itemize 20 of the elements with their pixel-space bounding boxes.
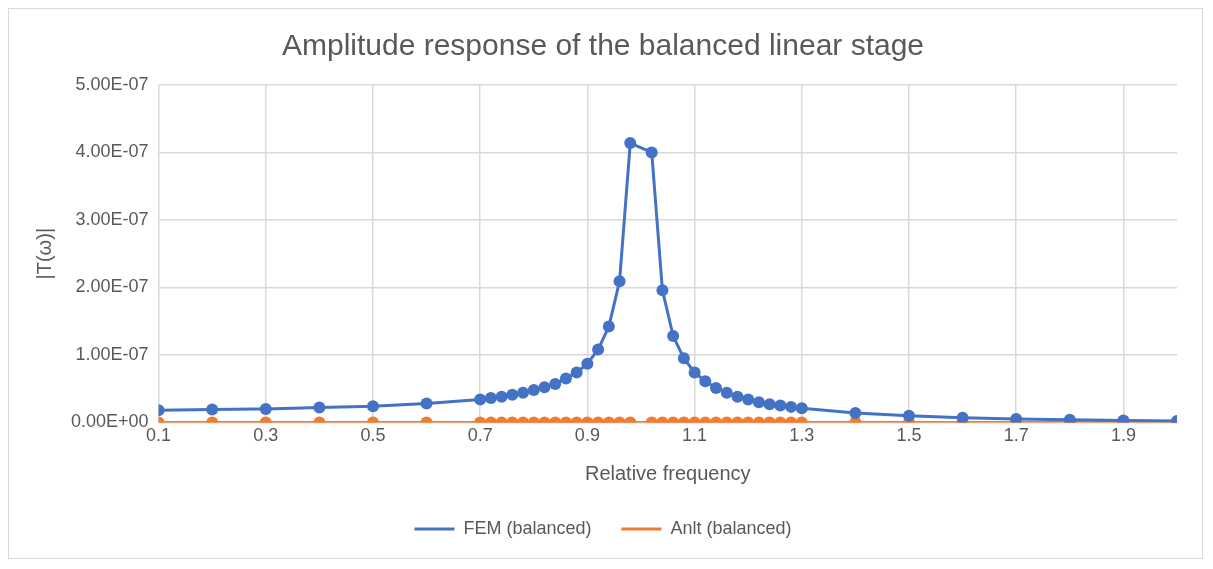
x-tick-label: 0.3 xyxy=(253,425,279,446)
x-tick-label: 1.3 xyxy=(789,425,815,446)
x-tick-label: 1.1 xyxy=(682,425,708,446)
y-tick-label: 2.00E-07 xyxy=(75,276,149,297)
x-tick-label: 1.9 xyxy=(1110,425,1136,446)
x-tick-label: 1.5 xyxy=(896,425,922,446)
y-tick-label: 1.00E-07 xyxy=(75,343,149,364)
y-tick-label: 3.00E-07 xyxy=(75,208,149,229)
x-tick-label: 0.5 xyxy=(360,425,386,446)
legend-label: FEM (balanced) xyxy=(463,517,592,538)
y-tick-label: 5.00E-07 xyxy=(75,73,149,94)
x-tick-label: 0.9 xyxy=(574,425,600,446)
y-axis-title: |T(ω)| xyxy=(32,227,55,280)
chart-title: Amplitude response of the balanced linear stage xyxy=(281,28,925,62)
x-tick-label: 0.7 xyxy=(467,425,493,446)
x-tick-label: 1.7 xyxy=(1003,425,1029,446)
legend-label: Anlt (balanced) xyxy=(670,517,792,538)
y-tick-label: 4.00E-07 xyxy=(75,141,149,162)
x-tick-label: 0.1 xyxy=(146,425,172,446)
x-axis-title: Relative frequency xyxy=(584,461,751,484)
